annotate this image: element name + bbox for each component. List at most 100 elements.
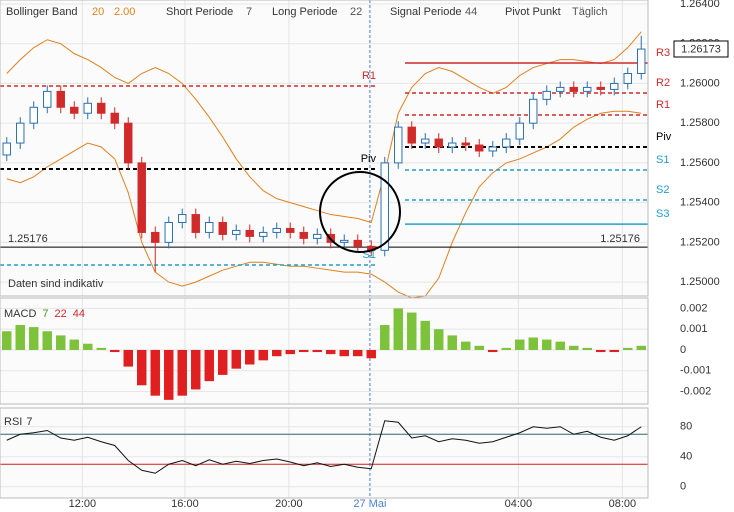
candle-body <box>353 239 362 247</box>
pivot-label: R1 <box>362 70 376 82</box>
candle-body <box>43 90 52 108</box>
histogram-bar <box>245 349 255 365</box>
candle-body <box>259 231 268 237</box>
candle-body <box>151 231 160 243</box>
panel-title: MACD <box>4 308 36 320</box>
y-tick-label: 0.001 <box>680 323 708 335</box>
histogram-bar <box>164 349 174 400</box>
y-tick-label: 0.002 <box>680 302 708 314</box>
y-tick-label: 0 <box>680 344 686 356</box>
candle-body <box>434 138 443 148</box>
reference-label: 1.25176 <box>8 233 48 245</box>
highlight-circle <box>319 171 401 253</box>
candle-body <box>29 106 38 124</box>
pivot-label: Piv <box>656 131 672 143</box>
y-tick-label: 1.26400 <box>680 0 720 10</box>
indicator-param: 2.00 <box>114 6 135 18</box>
candle-body <box>637 48 646 75</box>
histogram-bar <box>299 349 309 353</box>
candle-body <box>596 86 605 90</box>
chart-layer: 12:00 16:00 20:00 27 Mai 04:00 08:00 1.26400 1.… <box>0 0 720 510</box>
candle-body <box>623 73 632 84</box>
histogram-bar <box>380 325 390 350</box>
y-tick-label: 1.25600 <box>680 157 720 169</box>
histogram-bar <box>191 349 201 390</box>
indicator-param: 20 <box>92 6 104 18</box>
histogram-bar <box>542 339 552 350</box>
y-tick-label: 1.26000 <box>680 77 720 89</box>
candle-body <box>340 239 349 243</box>
candle-body <box>569 86 578 92</box>
price-panel-border <box>0 0 649 297</box>
histogram-bar <box>96 347 106 350</box>
histogram-bar <box>218 349 228 375</box>
indicator-param: Täglich <box>572 6 607 18</box>
histogram-bar <box>326 349 336 355</box>
histogram-bar <box>407 312 417 350</box>
candle-body <box>218 221 227 235</box>
indicator-param: 44 <box>465 6 477 18</box>
candle-body <box>515 122 524 140</box>
pivot-label: S1 <box>656 154 669 166</box>
panel-title: 22 <box>55 308 67 320</box>
candle-body <box>97 102 106 114</box>
histogram-bar <box>231 349 241 369</box>
last-price-label: 1.26173 <box>681 43 721 55</box>
rsi-panel-border <box>0 407 649 499</box>
indicator-name: Bollinger Band <box>6 6 78 18</box>
y-tick-label: 0 <box>680 481 686 493</box>
candle-body <box>205 221 214 233</box>
histogram-bar <box>555 341 565 350</box>
histogram-bar <box>353 349 363 357</box>
histogram-bar <box>393 308 403 350</box>
histogram-bar <box>2 331 12 350</box>
candle-body <box>313 233 322 239</box>
candle-body <box>542 90 551 100</box>
histogram-bar <box>609 349 619 353</box>
candle-body <box>2 142 11 156</box>
pivot-label: R2 <box>656 77 670 89</box>
x-tick-label: 12:00 <box>69 498 97 510</box>
x-tick-label: 04:00 <box>505 498 533 510</box>
bollinger-band <box>6 31 642 224</box>
candle-body <box>475 144 484 152</box>
histogram-bar <box>258 349 268 361</box>
histogram-bar <box>366 349 376 359</box>
pivot-label: S2 <box>656 184 669 196</box>
candle-body <box>272 227 281 233</box>
histogram-bar <box>420 320 430 350</box>
reference-label: 1.25176 <box>600 233 640 245</box>
histogram-bar <box>123 349 133 367</box>
indicator-param: 7 <box>246 6 252 18</box>
panel-title: 7 <box>26 416 32 428</box>
plot-background <box>0 0 648 498</box>
candle-body <box>461 142 470 146</box>
pivot-label: R1 <box>656 99 670 111</box>
histogram-bar <box>515 339 525 350</box>
indicator-name: Signal Periode <box>390 6 462 18</box>
candle-body <box>245 229 254 237</box>
histogram-bar <box>461 341 471 350</box>
y-tick-label: -0.001 <box>680 365 711 377</box>
pivot-label: S3 <box>656 208 669 220</box>
x-tick-label: 27 Mai <box>353 498 386 510</box>
indicator-param: 22 <box>350 6 362 18</box>
histogram-bar <box>447 335 457 350</box>
histogram-bar <box>636 345 646 350</box>
histogram-bar <box>56 335 66 350</box>
histogram-bar <box>29 327 39 350</box>
histogram-bar <box>110 349 120 353</box>
histogram-bar <box>434 329 444 350</box>
pivot-label: Piv <box>361 153 377 165</box>
candle-body <box>421 138 430 144</box>
candle-body <box>394 126 403 164</box>
histogram-bar <box>137 349 147 386</box>
histogram-bar <box>272 349 282 357</box>
pivot-label: R3 <box>656 47 670 59</box>
histogram-bar <box>582 347 592 350</box>
candle-body <box>610 82 619 90</box>
note: Daten sind indikativ <box>8 278 104 290</box>
y-tick-label: 1.25000 <box>680 276 720 288</box>
